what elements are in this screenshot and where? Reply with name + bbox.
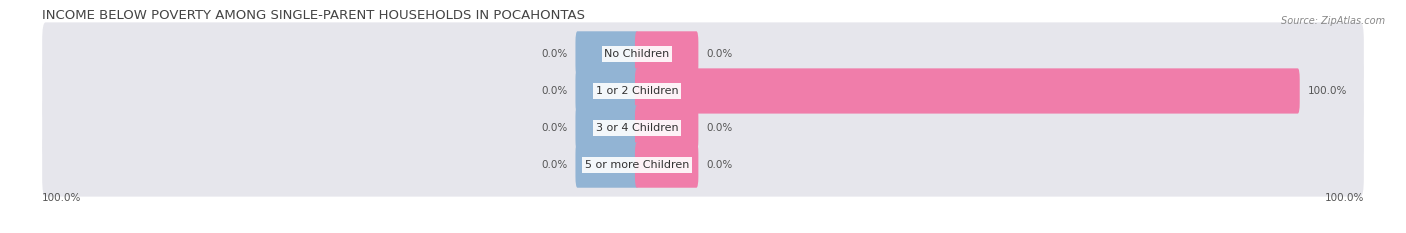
- FancyBboxPatch shape: [42, 59, 1364, 123]
- FancyBboxPatch shape: [636, 106, 699, 151]
- Text: 100.0%: 100.0%: [42, 193, 82, 203]
- FancyBboxPatch shape: [575, 31, 638, 76]
- FancyBboxPatch shape: [636, 68, 1299, 114]
- Text: 1 or 2 Children: 1 or 2 Children: [596, 86, 678, 96]
- FancyBboxPatch shape: [575, 106, 638, 151]
- FancyBboxPatch shape: [42, 22, 1364, 86]
- FancyBboxPatch shape: [42, 96, 1364, 160]
- FancyBboxPatch shape: [575, 68, 638, 114]
- Text: 0.0%: 0.0%: [541, 160, 568, 170]
- Text: No Children: No Children: [605, 49, 669, 59]
- Text: 100.0%: 100.0%: [1324, 193, 1364, 203]
- Text: 0.0%: 0.0%: [541, 49, 568, 59]
- Text: 0.0%: 0.0%: [706, 123, 733, 133]
- Text: Source: ZipAtlas.com: Source: ZipAtlas.com: [1281, 16, 1385, 26]
- Text: 0.0%: 0.0%: [541, 86, 568, 96]
- Text: INCOME BELOW POVERTY AMONG SINGLE-PARENT HOUSEHOLDS IN POCAHONTAS: INCOME BELOW POVERTY AMONG SINGLE-PARENT…: [42, 9, 585, 22]
- FancyBboxPatch shape: [636, 31, 699, 76]
- Text: 0.0%: 0.0%: [706, 160, 733, 170]
- FancyBboxPatch shape: [575, 143, 638, 188]
- Text: 0.0%: 0.0%: [706, 49, 733, 59]
- Text: 3 or 4 Children: 3 or 4 Children: [596, 123, 678, 133]
- FancyBboxPatch shape: [42, 134, 1364, 197]
- Text: 100.0%: 100.0%: [1308, 86, 1347, 96]
- Text: 0.0%: 0.0%: [541, 123, 568, 133]
- FancyBboxPatch shape: [636, 143, 699, 188]
- Text: 5 or more Children: 5 or more Children: [585, 160, 689, 170]
